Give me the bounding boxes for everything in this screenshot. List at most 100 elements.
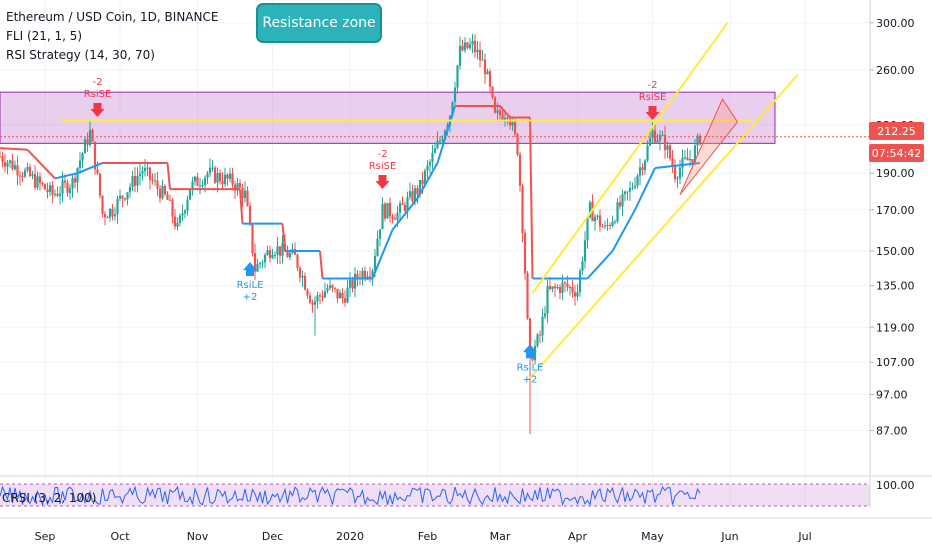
crsi-pane xyxy=(0,475,932,507)
fli-segment xyxy=(239,189,244,224)
candle xyxy=(208,158,212,178)
candle-body xyxy=(83,139,87,154)
candle-body xyxy=(71,178,74,189)
candle xyxy=(493,96,497,114)
candle xyxy=(183,208,187,219)
candle xyxy=(1,152,4,168)
legend-title[interactable]: Ethereum / USD Coin, 1D, BINANCE xyxy=(6,10,219,24)
candle-body xyxy=(441,139,444,141)
candle-body xyxy=(91,129,94,142)
candle-body xyxy=(391,216,394,219)
candle-body xyxy=(553,286,557,289)
candle-body xyxy=(621,194,624,207)
candle-body xyxy=(496,110,499,113)
candle xyxy=(101,195,104,218)
candle-body xyxy=(428,161,432,166)
chart-legend: Ethereum / USD Coin, 1D, BINANCE FLI (21… xyxy=(6,8,218,65)
candle-body xyxy=(256,263,259,272)
channel-lower-line xyxy=(529,74,799,379)
candle xyxy=(563,280,567,292)
candle xyxy=(248,202,252,226)
price-axis[interactable]: 300.00260.00220.00190.00170.00150.00135.… xyxy=(869,0,915,508)
legend-indicator-rsi[interactable]: RSI Strategy (14, 30, 70) xyxy=(6,48,155,62)
crsi-level-label: 100.00 xyxy=(876,479,915,492)
candle xyxy=(616,197,619,224)
candle-body xyxy=(43,184,47,190)
candle xyxy=(383,201,387,222)
candle xyxy=(678,159,682,185)
candle xyxy=(253,243,257,280)
candle-body xyxy=(153,180,157,182)
candle xyxy=(56,186,59,198)
candle xyxy=(491,85,494,100)
candle-body xyxy=(583,240,587,262)
candle-body xyxy=(378,229,382,239)
candle-body xyxy=(206,173,209,178)
candle-body xyxy=(483,59,487,75)
candle-body xyxy=(488,71,492,87)
candle-body xyxy=(36,176,39,188)
candle-body xyxy=(296,254,299,269)
candle xyxy=(318,292,322,305)
crsi-legend[interactable]: CRSI (3, 2, 100) xyxy=(2,491,96,505)
candle-body xyxy=(123,198,127,200)
candle xyxy=(41,181,44,187)
candle xyxy=(428,159,432,174)
candle-body xyxy=(111,208,114,217)
drawing-overlays xyxy=(0,22,870,379)
candle xyxy=(406,191,409,219)
resistance-zone-callout[interactable]: Resistance zone xyxy=(256,3,382,43)
candle-body xyxy=(298,268,302,278)
candle-body xyxy=(251,223,254,254)
channel-upper-line xyxy=(531,22,729,294)
candle xyxy=(646,140,649,163)
candle xyxy=(521,183,524,243)
candle xyxy=(273,251,277,260)
candle-body xyxy=(341,292,344,299)
candle-body xyxy=(221,181,224,185)
fli-indicator-line xyxy=(0,105,701,280)
candle-body xyxy=(423,170,427,185)
time-axis[interactable]: Sep Oct Nov Dec 2020 Feb Mar Apr May Jun Jul xyxy=(0,517,932,543)
candle-body xyxy=(633,185,637,188)
price-tick-label: 300.00 xyxy=(876,17,915,30)
candle-body xyxy=(328,285,332,289)
candle-body xyxy=(698,135,702,145)
candle-body xyxy=(426,165,429,171)
signal-rsile-4: RsiLE+2 xyxy=(517,344,543,385)
candle-body xyxy=(486,71,489,75)
candle-body xyxy=(268,250,272,259)
candle xyxy=(291,243,294,255)
candle-body xyxy=(338,292,342,299)
candle xyxy=(58,186,62,205)
candle xyxy=(28,163,32,178)
candle-body xyxy=(626,191,629,193)
candle xyxy=(33,165,37,190)
candle xyxy=(681,149,684,177)
candle-body xyxy=(406,197,409,211)
candle-body xyxy=(401,203,404,205)
price-tick-label: 97.00 xyxy=(876,389,908,402)
candle xyxy=(416,185,419,204)
crsi-line xyxy=(0,485,701,507)
candle xyxy=(311,299,314,313)
candle xyxy=(411,184,414,205)
candle-body xyxy=(213,167,217,183)
signal-rsise-1: RsiSE-2 xyxy=(369,149,396,189)
candle-body xyxy=(346,287,349,303)
candle-body xyxy=(246,190,249,206)
candle-body xyxy=(218,173,222,182)
candle-body xyxy=(86,139,89,145)
candle xyxy=(536,332,539,348)
candle xyxy=(486,68,489,75)
candle xyxy=(393,213,397,221)
candle-body xyxy=(461,45,464,51)
candle xyxy=(471,33,474,54)
candle-body xyxy=(13,165,17,170)
candle xyxy=(176,217,179,231)
candle xyxy=(73,174,77,189)
legend-indicator-fli[interactable]: FLI (21, 1, 5) xyxy=(6,29,83,43)
candle-body xyxy=(223,174,227,185)
candle-body xyxy=(543,313,547,317)
